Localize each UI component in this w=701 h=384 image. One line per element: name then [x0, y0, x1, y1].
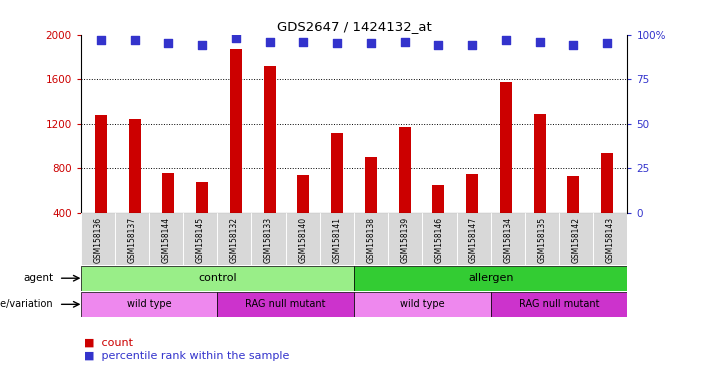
Bar	[252, 213, 286, 265]
Bar	[525, 213, 559, 265]
Point	[230, 35, 241, 41]
Bar	[500, 83, 512, 213]
Bar	[320, 213, 354, 265]
Bar	[365, 157, 377, 213]
Point	[399, 39, 410, 45]
Text: RAG null mutant: RAG null mutant	[245, 299, 326, 310]
Text: ■  percentile rank within the sample: ■ percentile rank within the sample	[84, 351, 290, 361]
Bar	[286, 213, 320, 265]
Bar	[217, 292, 354, 317]
Bar	[354, 213, 388, 265]
Text: GSM158135: GSM158135	[538, 217, 547, 263]
Text: GSM158139: GSM158139	[401, 217, 410, 263]
Text: genotype/variation: genotype/variation	[0, 299, 53, 310]
Text: wild type: wild type	[400, 299, 444, 310]
Bar	[163, 173, 175, 213]
Point	[298, 39, 309, 45]
Bar	[332, 132, 343, 213]
Bar	[149, 213, 183, 265]
Bar	[568, 176, 579, 213]
Bar	[183, 213, 217, 265]
Point	[365, 40, 376, 46]
Bar	[230, 49, 242, 213]
Bar	[115, 213, 149, 265]
Bar	[593, 213, 627, 265]
Bar	[388, 213, 422, 265]
Point	[196, 42, 207, 48]
Text: GSM158140: GSM158140	[298, 217, 307, 263]
Bar	[81, 213, 115, 265]
Text: wild type: wild type	[127, 299, 171, 310]
Point	[332, 40, 343, 46]
Bar	[264, 66, 275, 213]
Bar	[217, 213, 252, 265]
Text: GSM158133: GSM158133	[264, 217, 273, 263]
Point	[601, 40, 613, 46]
Text: GSM158136: GSM158136	[93, 217, 102, 263]
Bar	[491, 213, 525, 265]
Text: control: control	[198, 273, 237, 283]
Text: GSM158142: GSM158142	[571, 217, 580, 263]
Text: GSM158146: GSM158146	[435, 217, 444, 263]
Point	[467, 42, 478, 48]
Text: allergen: allergen	[468, 273, 513, 283]
Text: GSM158138: GSM158138	[367, 217, 376, 263]
Bar	[533, 114, 545, 213]
Text: GSM158145: GSM158145	[196, 217, 205, 263]
Bar	[399, 127, 411, 213]
Bar	[601, 152, 613, 213]
Point	[95, 37, 107, 43]
Bar	[81, 292, 217, 317]
Text: RAG null mutant: RAG null mutant	[519, 299, 599, 310]
Point	[534, 39, 545, 45]
Bar	[95, 115, 107, 213]
Point	[568, 42, 579, 48]
Point	[264, 39, 275, 45]
Point	[501, 37, 512, 43]
Bar	[433, 185, 444, 213]
Point	[433, 42, 444, 48]
Text: GSM158134: GSM158134	[503, 217, 512, 263]
Text: GSM158137: GSM158137	[128, 217, 137, 263]
Point	[163, 40, 174, 46]
Text: GSM158141: GSM158141	[332, 217, 341, 263]
Bar	[81, 266, 354, 291]
Text: GSM158144: GSM158144	[161, 217, 170, 263]
Bar	[559, 213, 593, 265]
Text: GSM158147: GSM158147	[469, 217, 478, 263]
Bar	[491, 292, 627, 317]
Point	[129, 37, 140, 43]
Bar	[297, 175, 309, 213]
Title: GDS2647 / 1424132_at: GDS2647 / 1424132_at	[277, 20, 431, 33]
Bar	[354, 292, 491, 317]
Bar	[466, 174, 478, 213]
Text: GSM158132: GSM158132	[230, 217, 239, 263]
Text: agent: agent	[23, 273, 53, 283]
Bar	[456, 213, 491, 265]
Bar	[196, 182, 208, 213]
Bar	[422, 213, 456, 265]
Text: GSM158143: GSM158143	[606, 217, 615, 263]
Bar	[129, 119, 140, 213]
Bar	[354, 266, 627, 291]
Text: ■  count: ■ count	[84, 338, 133, 348]
